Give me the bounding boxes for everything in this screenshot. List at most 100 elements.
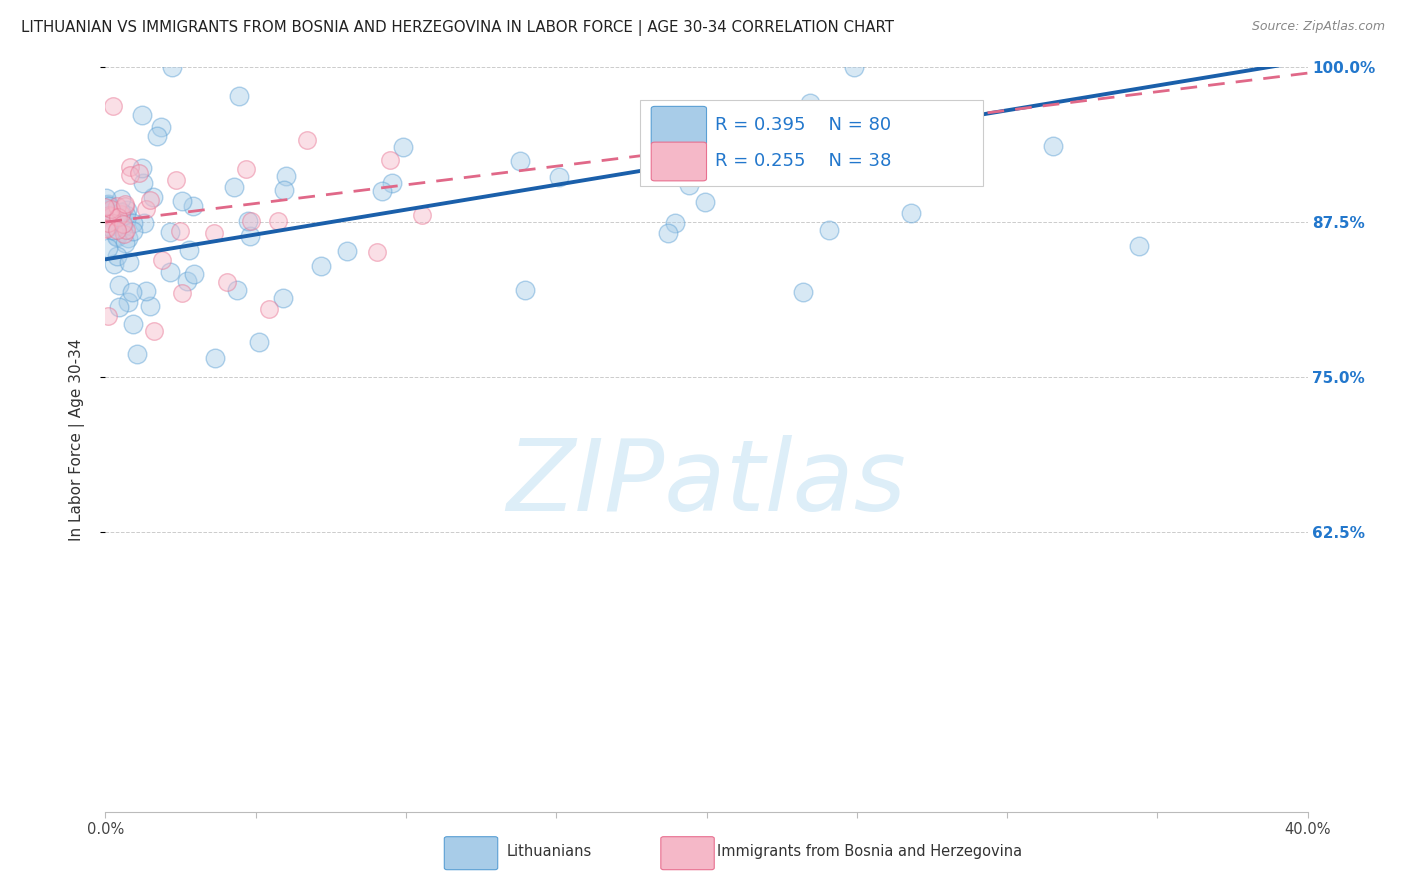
Point: [104, 228, 127, 243]
Point: [235, 162, 257, 177]
Point: [176, 273, 198, 287]
Text: LITHUANIAN VS IMMIGRANTS FROM BOSNIA AND HERZEGOVINA IN LABOR FORCE | AGE 30-34 : LITHUANIAN VS IMMIGRANTS FROM BOSNIA AND…: [21, 20, 894, 36]
FancyBboxPatch shape: [640, 101, 983, 186]
Point: [122, 223, 145, 237]
Point: [115, 212, 138, 227]
Point: [657, 226, 679, 240]
Point: [115, 208, 138, 222]
Point: [100, 210, 122, 224]
Point: [165, 173, 187, 187]
Point: [509, 153, 531, 168]
Point: [114, 197, 136, 211]
Point: [107, 210, 129, 224]
Point: [818, 223, 841, 237]
Point: [138, 193, 160, 207]
Point: [183, 267, 205, 281]
Point: [117, 294, 139, 309]
Point: [115, 202, 138, 217]
Point: [97, 197, 120, 211]
Point: [134, 216, 156, 230]
Point: [97, 241, 120, 255]
Point: [159, 225, 181, 239]
Point: [121, 216, 143, 230]
Point: [111, 216, 134, 230]
Point: [239, 229, 262, 244]
Point: [105, 223, 128, 237]
Text: Source: ZipAtlas.com: Source: ZipAtlas.com: [1251, 20, 1385, 33]
Point: [118, 254, 141, 268]
Point: [96, 222, 118, 236]
Point: [1042, 138, 1064, 153]
Point: [273, 183, 295, 197]
Point: [900, 206, 922, 220]
Point: [108, 277, 131, 292]
Text: R = 0.255    N = 38: R = 0.255 N = 38: [714, 152, 891, 169]
Point: [217, 275, 239, 289]
Point: [94, 221, 117, 235]
Point: [121, 285, 143, 299]
Point: [105, 199, 128, 213]
Point: [381, 176, 404, 190]
Point: [1128, 239, 1150, 253]
Point: [799, 95, 821, 110]
Point: [97, 216, 120, 230]
Point: [110, 205, 132, 219]
Point: [98, 210, 121, 224]
Point: [112, 217, 135, 231]
Point: [159, 265, 181, 279]
Text: Lithuanians: Lithuanians: [506, 845, 592, 859]
Point: [107, 300, 129, 314]
Point: [117, 231, 139, 245]
Y-axis label: In Labor Force | Age 30-34: In Labor Force | Age 30-34: [69, 338, 84, 541]
Text: Immigrants from Bosnia and Herzegovina: Immigrants from Bosnia and Herzegovina: [717, 845, 1022, 859]
Point: [105, 219, 128, 233]
Point: [183, 198, 205, 212]
Point: [366, 244, 388, 259]
Point: [105, 208, 128, 222]
Point: [131, 108, 153, 122]
Point: [94, 198, 117, 212]
Point: [204, 351, 226, 365]
Text: ZIPatlas: ZIPatlas: [506, 435, 907, 533]
Point: [336, 244, 359, 258]
Point: [228, 89, 250, 103]
Point: [169, 223, 191, 237]
Text: R = 0.395    N = 80: R = 0.395 N = 80: [714, 116, 891, 134]
Point: [110, 193, 132, 207]
Point: [97, 219, 120, 233]
Point: [110, 207, 132, 221]
Point: [239, 214, 262, 228]
Point: [97, 208, 120, 222]
Point: [257, 301, 280, 316]
Point: [273, 291, 295, 305]
Point: [150, 253, 173, 268]
Point: [160, 60, 183, 74]
Point: [224, 179, 246, 194]
Point: [122, 318, 145, 332]
Point: [204, 227, 226, 241]
Point: [94, 200, 117, 214]
Point: [142, 324, 165, 338]
Point: [111, 219, 134, 234]
Point: [114, 236, 136, 251]
Point: [170, 194, 193, 208]
Point: [97, 309, 120, 323]
Point: [127, 346, 149, 360]
Point: [131, 161, 153, 175]
Point: [120, 160, 142, 174]
Point: [120, 168, 142, 182]
Point: [380, 153, 402, 168]
Point: [664, 216, 686, 230]
Point: [370, 184, 392, 198]
Point: [695, 194, 717, 209]
Point: [149, 120, 172, 134]
Point: [236, 214, 259, 228]
FancyBboxPatch shape: [651, 142, 707, 181]
Point: [842, 60, 865, 74]
Point: [94, 202, 117, 217]
Point: [114, 223, 136, 237]
Point: [297, 133, 319, 147]
FancyBboxPatch shape: [651, 106, 707, 145]
Point: [114, 199, 136, 213]
Point: [112, 227, 135, 241]
